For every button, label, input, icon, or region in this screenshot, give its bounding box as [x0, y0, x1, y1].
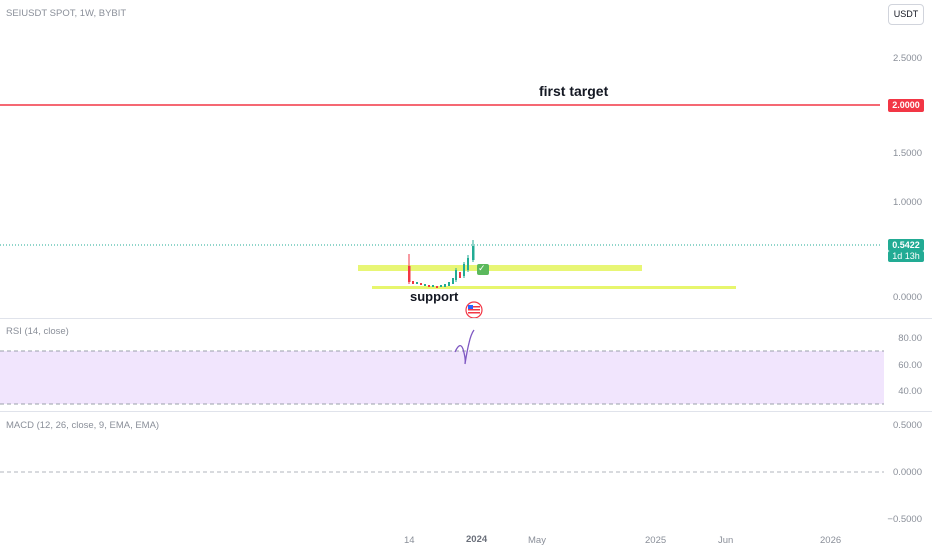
candle-body [436, 286, 438, 288]
check-glyph: ✓ [478, 263, 486, 273]
candle-body [432, 285, 434, 287]
symbol-title: SEIUSDT SPOT, 1W, BYBIT [6, 8, 127, 19]
pane-separator[interactable] [0, 411, 932, 412]
candle-body [416, 282, 418, 284]
candle-body [440, 285, 442, 287]
time-axis-label: May [528, 535, 546, 546]
currency-button[interactable]: USDT [888, 4, 924, 25]
candle-body [412, 281, 414, 284]
rsi-axis-tick: 40.00 [898, 386, 922, 397]
price-axis-tick: 1.5000 [892, 148, 922, 159]
time-axis-label: 2025 [645, 535, 667, 546]
candle-body [424, 284, 426, 286]
time-axis-label: Jun [718, 535, 734, 546]
bar-countdown-badge: 1d 13h [888, 251, 924, 262]
price-chart-pane[interactable] [0, 0, 880, 318]
candle-body [463, 264, 465, 276]
support-zone-upper[interactable] [358, 265, 642, 271]
rsi-axis-tick: 80.00 [898, 333, 922, 344]
time-axis-label: 14 [404, 535, 415, 546]
candle-body [452, 278, 454, 284]
candle-body [444, 284, 446, 287]
time-axis-label: 2026 [820, 535, 842, 546]
price-axis-tick: 1.0000 [892, 197, 922, 208]
candles [408, 240, 475, 288]
flag-icon[interactable] [465, 301, 483, 318]
rsi-pane [0, 329, 884, 405]
first-target-label[interactable]: first target [539, 83, 609, 99]
rsi-title[interactable]: RSI (14, close) [6, 326, 69, 337]
candle-body [428, 285, 430, 287]
rsi-axis-tick: 60.00 [898, 360, 922, 371]
time-axis-label: 2024 [466, 534, 488, 545]
candle-body [467, 258, 469, 270]
support-zone-lower[interactable] [372, 286, 736, 289]
macd-axis-tick: 0.5000 [892, 420, 922, 431]
pane-separator[interactable] [0, 318, 932, 319]
macd-pane [0, 471, 884, 473]
candle-body [408, 266, 411, 282]
last-price-badge: 0.5422 [888, 239, 924, 251]
candle-body [472, 246, 475, 260]
price-axis-tick: 2.5000 [892, 53, 922, 64]
candle-body [448, 282, 450, 286]
macd-axis-tick: −0.5000 [887, 514, 922, 525]
check-icon [477, 264, 489, 275]
macd-axis-tick: 0.0000 [892, 467, 922, 478]
target-price-badge: 2.0000 [888, 99, 924, 112]
candle-body [459, 272, 461, 278]
candle-body [455, 270, 457, 280]
rsi-line [454, 329, 475, 365]
price-axis-tick: 0.0000 [892, 292, 922, 303]
macd-title[interactable]: MACD (12, 26, close, 9, EMA, EMA) [6, 420, 160, 431]
support-label[interactable]: support [410, 289, 459, 304]
rsi-band [0, 351, 884, 404]
candle-body [420, 283, 422, 285]
